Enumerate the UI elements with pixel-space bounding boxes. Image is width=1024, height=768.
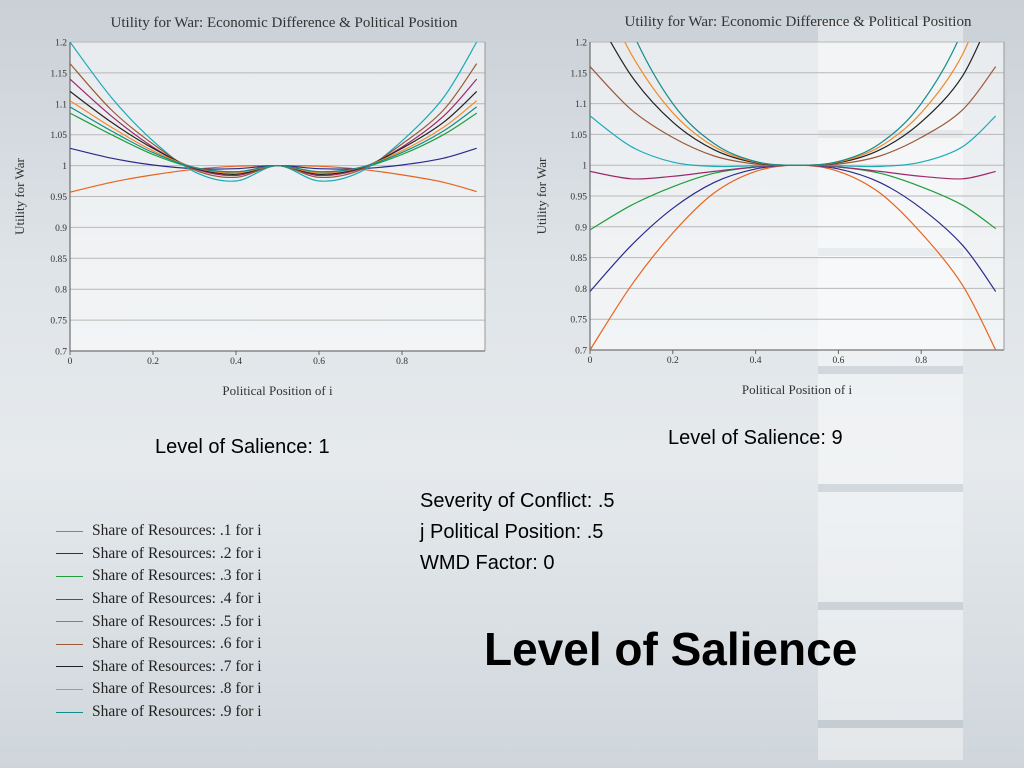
x-tick-label: 0.2 <box>147 357 159 367</box>
chart-title: Utility for War: Economic Difference & P… <box>111 15 458 31</box>
legend-item: Share of Resources: .4 for i <box>56 588 262 611</box>
y-tick-label: 1.05 <box>570 131 587 141</box>
legend-item: Share of Resources: .5 for i <box>56 610 262 633</box>
parameters-block: Severity of Conflict: .5 j Political Pos… <box>420 486 615 579</box>
y-tick-label: 1.1 <box>575 100 587 110</box>
legend-item: Share of Resources: .8 for i <box>56 678 262 701</box>
legend-swatch <box>56 575 83 577</box>
legend: Share of Resources: .1 for i Share of Res… <box>56 520 262 723</box>
legend-swatch <box>56 530 83 532</box>
legend-swatch <box>56 598 83 600</box>
legend-swatch <box>56 666 83 668</box>
x-tick-label: 0 <box>588 356 593 366</box>
legend-label: Share of Resources: .1 for i <box>92 522 262 540</box>
chart-title: Utility for War: Economic Difference & P… <box>625 14 972 30</box>
caption-salience-1: Level of Salience: 1 <box>155 436 330 458</box>
x-tick-label: 0.6 <box>832 356 844 366</box>
legend-label: Share of Resources: .5 for i <box>92 612 262 630</box>
y-tick-label: 0.95 <box>570 193 587 203</box>
y-axis-label: Utility for War <box>534 157 549 234</box>
j-political-position: j Political Position: .5 <box>420 521 604 543</box>
severity-of-conflict: Severity of Conflict: .5 <box>420 490 615 512</box>
y-tick-label: 1.15 <box>570 69 587 79</box>
x-tick-label: 0.4 <box>230 357 242 367</box>
y-tick-label: 0.75 <box>570 316 587 326</box>
y-tick-label: 0.8 <box>575 285 587 295</box>
legend-item: Share of Resources: .9 for i <box>56 701 262 724</box>
wmd-factor: WMD Factor: 0 <box>420 552 555 574</box>
legend-swatch <box>56 688 83 690</box>
y-tick-label: 1.05 <box>50 131 67 141</box>
legend-item: Share of Resources: .2 for i <box>56 543 262 566</box>
legend-label: Share of Resources: .7 for i <box>92 657 262 675</box>
x-tick-label: 0.8 <box>915 356 927 366</box>
y-tick-label: 1.1 <box>55 100 67 110</box>
x-tick-label: 0.2 <box>667 356 679 366</box>
y-tick-label: 0.85 <box>50 255 67 265</box>
y-tick-label: 1.2 <box>55 39 67 49</box>
series-line-9 <box>636 42 958 166</box>
legend-label: Share of Resources: .2 for i <box>92 544 262 562</box>
x-tick-label: 0.4 <box>750 356 762 366</box>
y-tick-label: 1.2 <box>575 39 587 49</box>
x-tick-label: 0 <box>68 357 73 367</box>
y-tick-label: 0.9 <box>55 224 67 234</box>
chart-salience-9: 0.7 0.75 0.8 0.85 0.9 0.95 1 1.05 1.1 1.15 1.2 0 0.2… <box>534 14 1005 397</box>
series-line-9 <box>70 106 478 173</box>
caption-salience-9: Level of Salience: 9 <box>668 427 843 449</box>
y-tick-label: 1 <box>582 162 587 172</box>
y-tick-label: 1.15 <box>50 69 67 79</box>
legend-item: Share of Resources: .7 for i <box>56 656 262 679</box>
legend-label: Share of Resources: .9 for i <box>92 703 262 721</box>
legend-item: Share of Resources: .3 for i <box>56 565 262 588</box>
legend-label: Share of Resources: .4 for i <box>92 590 262 608</box>
legend-swatch <box>56 553 83 555</box>
slide-title: Level of Salience <box>484 623 858 675</box>
legend-swatch <box>56 643 83 645</box>
legend-item: Share of Resources: .1 for i <box>56 520 262 543</box>
legend-label: Share of Resources: .6 for i <box>92 635 262 653</box>
y-tick-label: 0.7 <box>575 347 587 357</box>
chart-salience-1: 0.7 0.75 0.8 0.85 0.9 0.95 1 1.05 1.1 1.15 1.2 0 0.2… <box>12 15 486 398</box>
legend-swatch <box>56 711 83 713</box>
y-tick-label: 0.9 <box>575 223 587 233</box>
x-tick-label: 0.8 <box>396 357 408 367</box>
legend-item: Share of Resources: .6 for i <box>56 633 262 656</box>
y-tick-label: 0.95 <box>50 193 67 203</box>
y-axis-label: Utility for War <box>12 157 27 234</box>
legend-label: Share of Resources: .3 for i <box>92 567 262 585</box>
y-tick-label: 0.85 <box>570 254 587 264</box>
y-tick-label: 0.75 <box>50 317 67 327</box>
x-axis-label: Political Position of i <box>742 382 853 397</box>
y-tick-label: 0.8 <box>55 286 67 296</box>
y-tick-label: 1 <box>62 162 67 172</box>
x-axis-label: Political Position of i <box>222 383 333 398</box>
y-tick-label: 0.7 <box>55 348 67 358</box>
legend-swatch <box>56 621 83 623</box>
x-tick-label: 0.6 <box>313 357 325 367</box>
legend-label: Share of Resources: .8 for i <box>92 680 262 698</box>
